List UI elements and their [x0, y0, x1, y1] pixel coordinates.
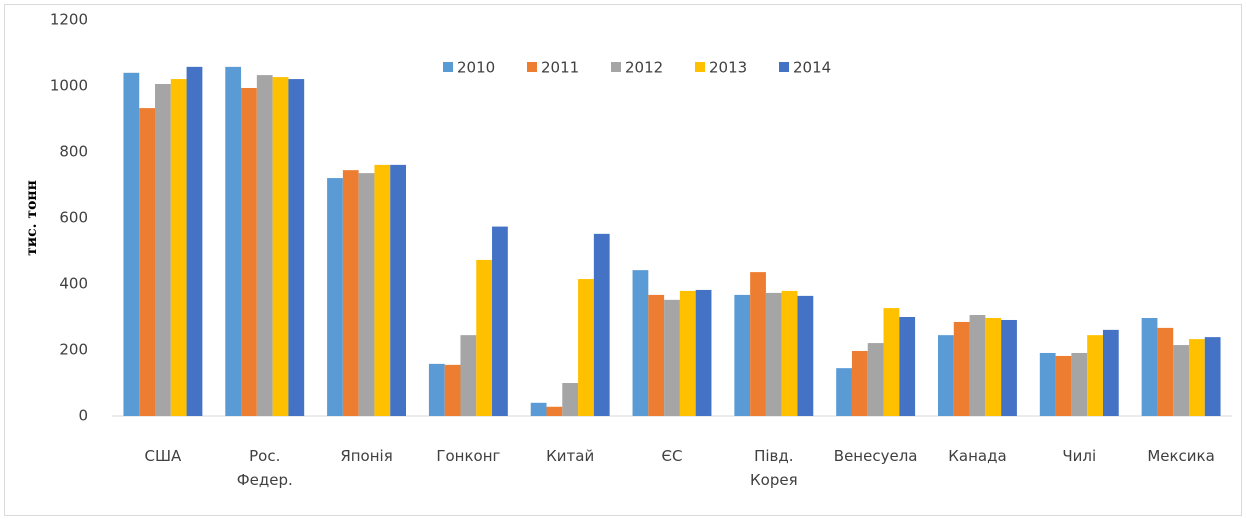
bar	[1157, 327, 1174, 416]
bar	[797, 295, 814, 416]
x-tick-label: Півд. Корея	[750, 447, 798, 489]
chart-border	[4, 4, 1242, 516]
legend-label: 2011	[541, 59, 579, 77]
bar	[342, 170, 359, 416]
bar	[272, 77, 289, 416]
x-tick-label: ЄС	[661, 447, 683, 465]
bar	[139, 108, 156, 417]
bar	[530, 402, 547, 416]
bar	[1188, 339, 1205, 416]
legend-label: 2013	[709, 59, 747, 77]
y-tick-label: 600	[59, 209, 88, 227]
x-tick-label: Японія	[340, 447, 393, 465]
x-tick-label: Канада	[948, 447, 1007, 465]
legend-swatch	[779, 62, 789, 72]
legend-swatch	[695, 62, 705, 72]
bar	[460, 335, 477, 416]
bar	[1071, 352, 1088, 416]
bar	[241, 87, 257, 416]
x-tick-label: Мексика	[1147, 447, 1215, 465]
legend-swatch	[527, 62, 537, 72]
x-tick-label: Чилі	[1062, 447, 1097, 465]
bar	[1001, 319, 1017, 416]
x-tick-label: Венесуела	[833, 447, 918, 465]
x-tick-label: Гонконг	[436, 447, 501, 465]
bar	[765, 292, 782, 416]
bar	[899, 317, 916, 416]
bar	[648, 294, 665, 416]
bar	[390, 164, 406, 416]
bar	[155, 84, 171, 417]
bar	[1055, 355, 1072, 416]
bar	[632, 270, 649, 416]
bar	[750, 272, 766, 416]
bar	[1039, 352, 1056, 416]
bar	[170, 79, 187, 416]
bar	[695, 289, 712, 416]
bar	[679, 290, 696, 416]
bar	[938, 335, 954, 416]
x-tick-label: Китай	[546, 447, 595, 465]
bar	[578, 279, 594, 416]
legend-swatch	[611, 62, 621, 72]
y-tick-label: 200	[59, 341, 88, 359]
bar	[225, 66, 242, 417]
bar	[428, 363, 445, 416]
x-tick-label: Рос. Федер.	[236, 447, 293, 489]
y-tick-label: 800	[59, 143, 88, 161]
y-tick-label: 400	[59, 275, 88, 293]
bar	[1102, 329, 1119, 416]
y-tick-label: 0	[78, 407, 88, 425]
y-axis-label: тис. тонн	[24, 180, 40, 256]
bar	[562, 383, 579, 416]
bar	[985, 317, 1002, 416]
y-tick-label: 1200	[50, 11, 88, 29]
bar	[288, 79, 305, 416]
bar	[836, 368, 852, 416]
bar	[734, 294, 751, 416]
bar	[593, 233, 610, 416]
bar	[186, 66, 203, 417]
bar	[492, 226, 508, 416]
bar	[1204, 337, 1221, 416]
bar	[123, 72, 140, 417]
bar	[1141, 317, 1158, 416]
legend-label: 2010	[457, 59, 495, 77]
bar	[1087, 335, 1103, 416]
bar	[867, 343, 884, 416]
bar	[444, 364, 461, 416]
bar	[781, 290, 798, 416]
bar	[358, 173, 375, 416]
bar	[374, 164, 391, 416]
legend-label: 2014	[793, 59, 831, 77]
legend-swatch	[443, 62, 453, 72]
y-tick-label: 1000	[50, 77, 88, 95]
bar	[476, 259, 493, 416]
bar	[851, 350, 868, 416]
bar	[953, 321, 970, 416]
bar	[546, 406, 563, 416]
bar	[883, 308, 900, 416]
bar	[969, 315, 986, 416]
bar	[256, 75, 273, 417]
x-tick-label: США	[144, 447, 182, 465]
legend-label: 2012	[625, 59, 663, 77]
bar	[664, 299, 680, 416]
bar	[1173, 345, 1189, 416]
bar	[327, 178, 343, 416]
